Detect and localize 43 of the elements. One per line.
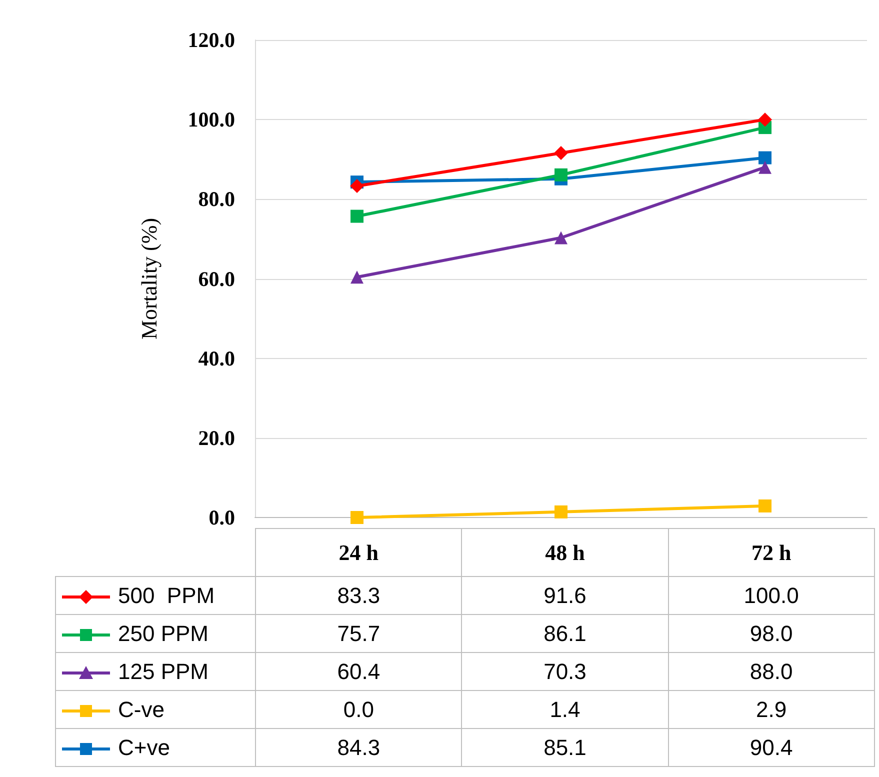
point [758, 112, 772, 127]
point [350, 179, 364, 194]
data-label: 60.4 [256, 652, 462, 690]
point [554, 231, 568, 244]
legend-label: 125 PPM [56, 652, 256, 690]
legend-label: 500 PPM [56, 576, 256, 614]
data-label: 85.1 [462, 728, 668, 766]
data-label: 88.0 [668, 652, 874, 690]
data-label: 75.7 [256, 614, 462, 652]
point [554, 505, 568, 518]
y-axis-title: Mortality (%) [136, 218, 162, 340]
data-label: 70.3 [462, 652, 668, 690]
data-label: 1.4 [462, 690, 668, 728]
data-label: 98.0 [668, 614, 874, 652]
data-label: 86.1 [462, 614, 668, 652]
point [350, 270, 364, 284]
point [554, 146, 568, 160]
point [758, 160, 772, 174]
y-tick-label: 80.0 [198, 187, 235, 212]
legend-label: 250 PPM [56, 614, 256, 652]
data-label: 90.4 [668, 728, 874, 766]
y-tick-label: 20.0 [198, 426, 235, 450]
legend-label: C-ve [56, 690, 256, 728]
data-label: 84.3 [256, 728, 462, 766]
y-tick-label: 40.0 [198, 346, 235, 370]
data-label: 0.0 [256, 690, 462, 728]
point [758, 151, 772, 164]
y-tick-label: 60.0 [198, 266, 235, 291]
y-tick-label: 0.0 [208, 506, 235, 530]
y-tick-label: 100.0 [188, 108, 235, 132]
x-tick-label: 24 h [256, 528, 462, 576]
x-tick-label: 72 h [668, 528, 874, 576]
legend-label: C+ve [56, 728, 256, 766]
data-label: 2.9 [668, 690, 874, 728]
data-label: 91.6 [462, 576, 668, 614]
point [554, 168, 568, 182]
point [350, 210, 364, 223]
y-tick-label: 120.0 [188, 28, 235, 52]
point [350, 511, 364, 524]
data-label: 83.3 [256, 576, 462, 614]
point [758, 499, 772, 512]
data-label: 100.0 [668, 576, 874, 614]
x-tick-label: 48 h [462, 528, 668, 576]
